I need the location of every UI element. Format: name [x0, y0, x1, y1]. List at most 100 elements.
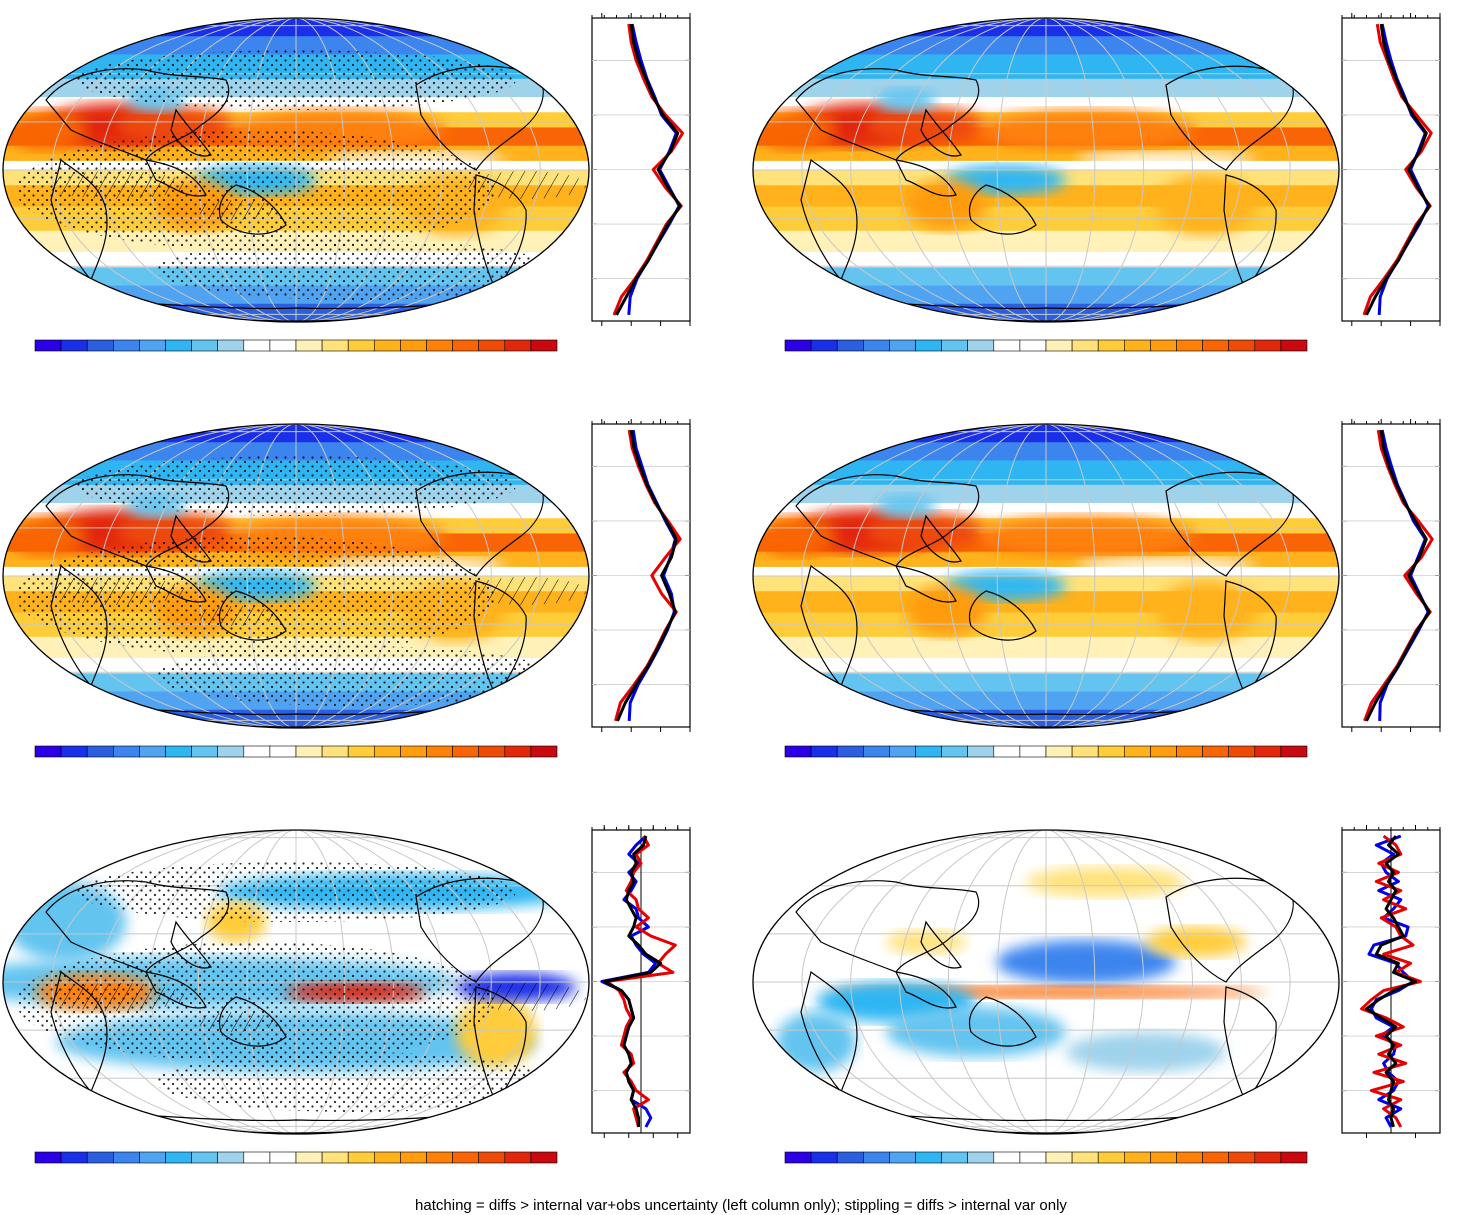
colorbar-segment: [941, 745, 969, 758]
map-blob: [756, 516, 836, 556]
coastline: [920, 514, 962, 563]
colorbar-segment: [889, 1151, 916, 1164]
colorbar-segment: [165, 745, 192, 758]
colorbar-segment: [530, 339, 558, 352]
stipple-region: [16, 942, 496, 1062]
map-blob: [946, 571, 1066, 601]
colorbar-segment: [86, 745, 114, 758]
colorbar-segment: [1176, 1151, 1203, 1164]
colorbar-segment: [60, 1151, 88, 1164]
colorbar-segment: [295, 1151, 323, 1164]
colorbar-segment: [810, 745, 838, 758]
colorbar-segment: [426, 339, 453, 352]
colorbar-segment: [967, 339, 995, 352]
coastline: [795, 880, 980, 973]
stipple-region: [156, 240, 556, 300]
colorbar-segment: [1019, 339, 1047, 352]
colorbar-segment: [889, 339, 916, 352]
colorbar-segment: [530, 1151, 558, 1164]
hatch-region: [466, 577, 586, 605]
colorbar-segment: [86, 339, 114, 352]
coastline: [1165, 877, 1294, 983]
colorbar-segment: [1228, 1151, 1256, 1164]
map-blob: [866, 513, 986, 549]
colorbar-segment: [139, 1151, 166, 1164]
map-blob: [876, 88, 936, 112]
colorbar-segment: [217, 745, 245, 758]
stipple-region: [16, 536, 496, 656]
colorbar-segment: [1019, 1151, 1047, 1164]
stipple-region: [156, 646, 556, 706]
map-blob: [6, 516, 86, 556]
colorbar-segment: [1045, 339, 1073, 352]
map-blob: [1076, 558, 1256, 574]
graticule-meridian: [850, 830, 1242, 1134]
colorbar-segment: [810, 339, 838, 352]
colorbar-segment: [1123, 339, 1151, 352]
colorbar-segment: [915, 1151, 942, 1164]
map-blob: [876, 494, 936, 518]
colorbar-segment: [400, 745, 427, 758]
colorbar-segment: [191, 745, 219, 758]
colorbar-segment: [60, 339, 88, 352]
figure-footnote: hatching = diffs > internal var+obs unce…: [415, 1197, 1067, 1214]
zonal-series-model: [1365, 835, 1417, 1128]
map-blob: [906, 180, 986, 230]
graticule-meridian: [996, 424, 1096, 728]
colorbar-segment: [478, 339, 506, 352]
colorbar-segment: [400, 339, 427, 352]
zonal-mean-plot: [1341, 13, 1441, 326]
colorbar-segment: [113, 339, 140, 352]
map-border: [752, 17, 1340, 323]
colorbar-segment: [478, 1151, 506, 1164]
colorbar-segment: [269, 745, 297, 758]
colorbar-segment: [321, 745, 349, 758]
stipple-region: [16, 130, 496, 250]
map-field: [753, 830, 1339, 1134]
colorbar-segment: [1071, 339, 1099, 352]
colorbar-segment: [993, 745, 1021, 758]
colorbar-segment: [915, 745, 942, 758]
colorbar-segment: [1150, 1151, 1177, 1164]
map-blob: [866, 107, 986, 143]
colorbar-segment: [321, 1151, 349, 1164]
coastline: [795, 68, 980, 161]
colorbar-segment: [452, 1151, 480, 1164]
coastline: [795, 474, 980, 567]
panel-3: [2, 419, 691, 758]
colorbar-segment: [1176, 339, 1203, 352]
map-field: [3, 424, 589, 728]
map-blob: [1026, 867, 1186, 897]
colorbar-segment: [993, 1151, 1021, 1164]
colorbar-segment: [400, 1151, 427, 1164]
colorbar-segment: [217, 1151, 245, 1164]
colorbar-segment: [889, 745, 916, 758]
hatch-region: [46, 983, 186, 1011]
zonal-series-obs: [1360, 834, 1422, 1128]
colorbar-segment: [1228, 745, 1256, 758]
colorbar-segment: [478, 745, 506, 758]
colorbar-segment: [784, 339, 812, 352]
coastline: [920, 108, 962, 157]
stipple-region: [76, 456, 516, 516]
zonal-series-model: [615, 23, 682, 316]
colorbar-segment: [967, 745, 995, 758]
colorbar-segment: [1045, 1151, 1073, 1164]
graticule-meridian: [801, 830, 1291, 1134]
map-blob: [6, 110, 86, 150]
zonal-mean-plot: [591, 419, 691, 732]
colorbar-segment: [784, 745, 812, 758]
coastline: [1165, 65, 1294, 171]
colorbar-segment: [530, 745, 558, 758]
colorbar-segment: [373, 1151, 401, 1164]
map-blob: [756, 110, 836, 150]
colorbar-segment: [295, 745, 323, 758]
coastline: [1223, 174, 1277, 292]
colorbar-segment: [243, 1151, 271, 1164]
panel-6: [752, 825, 1441, 1164]
coastline: [920, 920, 962, 969]
colorbar-segment: [1202, 339, 1230, 352]
map-blob: [1066, 1032, 1226, 1072]
colorbar-segment: [1097, 745, 1125, 758]
colorbar-segment: [863, 1151, 890, 1164]
